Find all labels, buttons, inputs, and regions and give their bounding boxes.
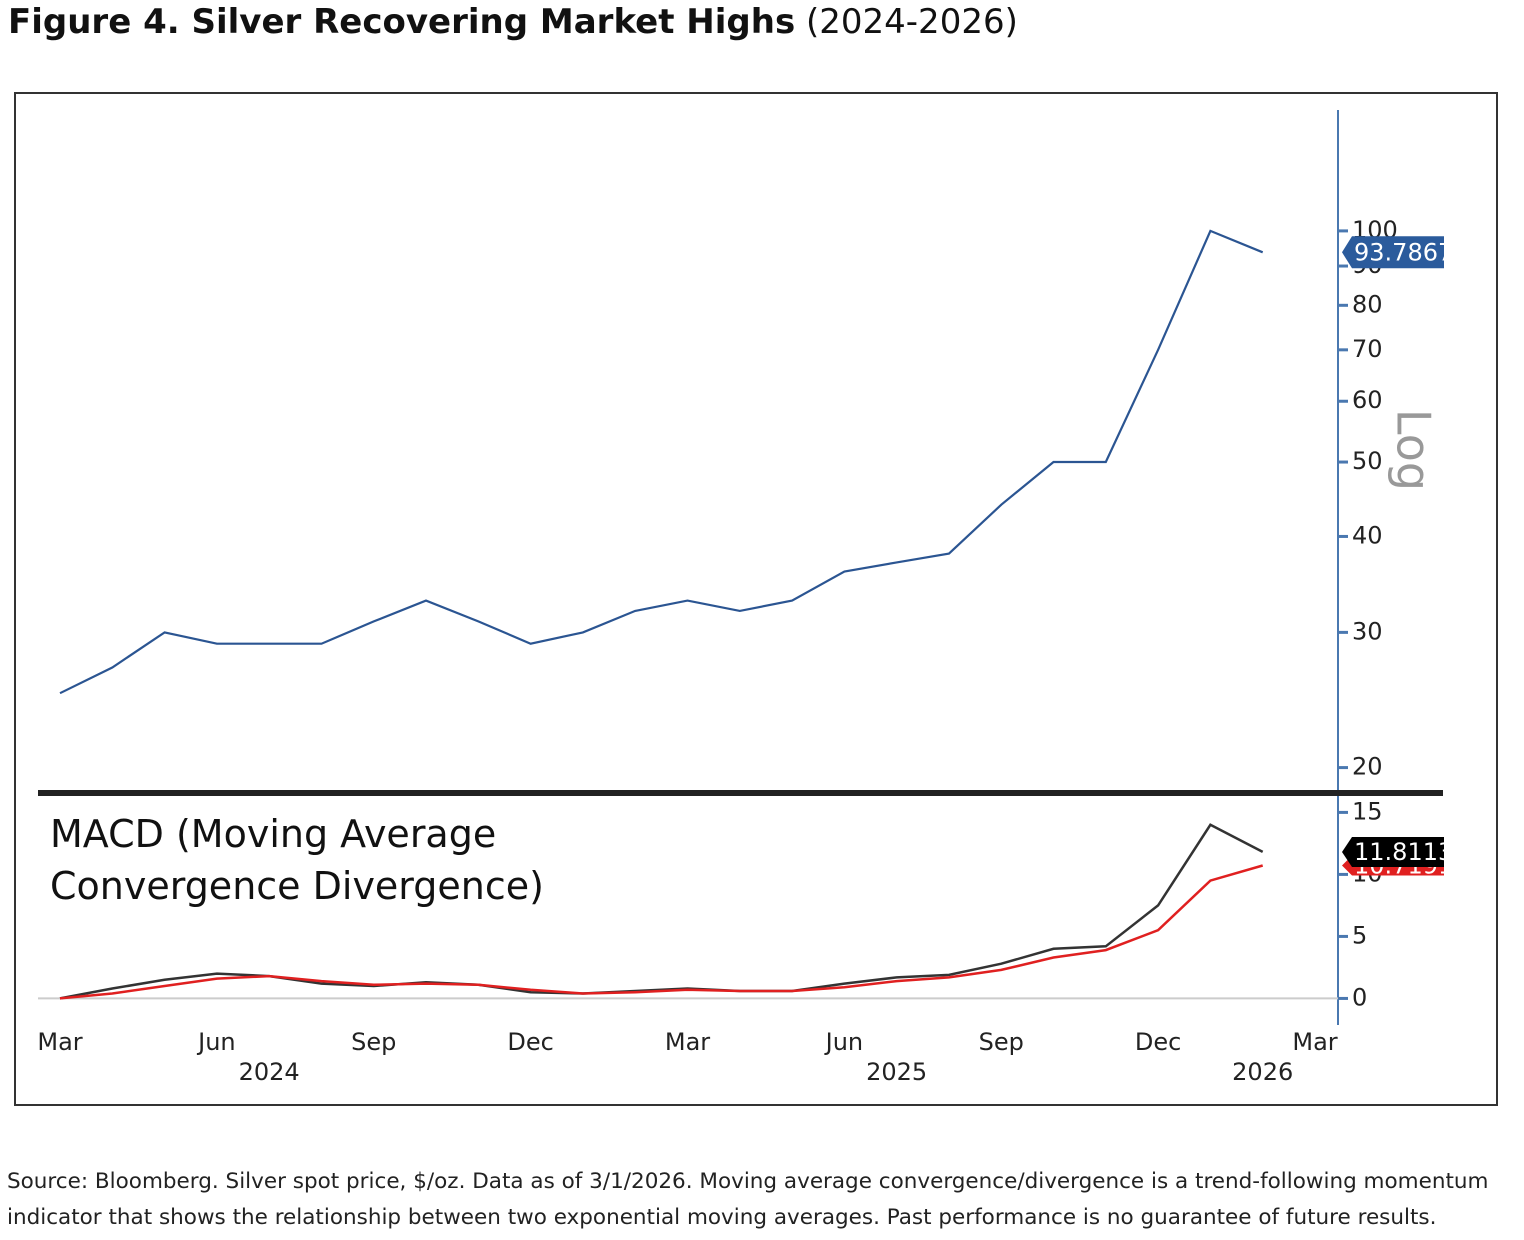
y-tick-label: 50 xyxy=(1352,447,1383,475)
series-line xyxy=(59,864,1264,1000)
x-tick-label: Sep xyxy=(979,1028,1024,1056)
y-tick-label: 40 xyxy=(1352,521,1383,549)
chart-frame xyxy=(14,92,1498,1106)
figure-title: Figure 4. Silver Recovering Market Highs… xyxy=(8,2,1018,42)
value-tag-label: 93.7867 xyxy=(1354,238,1453,266)
year-label: 2024 xyxy=(239,1058,300,1086)
y-tick-label: 30 xyxy=(1352,617,1383,645)
y-tick-label: 80 xyxy=(1352,290,1383,318)
y-tick-label: 15 xyxy=(1352,797,1383,825)
y-tick-label: 5 xyxy=(1352,921,1367,949)
x-tick-label: Sep xyxy=(351,1028,396,1056)
value-tag-label: 11.8113 xyxy=(1354,838,1453,866)
title-period: (2024-2026) xyxy=(806,2,1018,42)
x-tick-label: Jun xyxy=(824,1028,864,1056)
y-tick-label: 20 xyxy=(1352,753,1383,781)
value-tag xyxy=(1342,836,1444,867)
macd-annotation: MACD (Moving Average Convergence Diverge… xyxy=(50,812,544,908)
y-tick-label: 60 xyxy=(1352,386,1383,414)
x-tick-label: Mar xyxy=(1292,1028,1337,1056)
x-tick-label: Jun xyxy=(196,1028,236,1056)
year-label: 2026 xyxy=(1232,1058,1293,1086)
x-tick-label: Mar xyxy=(665,1028,710,1056)
y-tick-label: 0 xyxy=(1352,983,1367,1011)
x-tick-label: Dec xyxy=(1135,1028,1181,1056)
x-tick-label: Mar xyxy=(37,1028,82,1056)
source-note: Source: Bloomberg. Silver spot price, $/… xyxy=(7,1169,1489,1230)
value-tag xyxy=(1342,236,1444,269)
title-main: Figure 4. Silver Recovering Market Highs xyxy=(8,2,796,42)
series-line xyxy=(59,229,1264,695)
x-tick-label: Dec xyxy=(507,1028,553,1056)
year-label: 2025 xyxy=(866,1058,927,1086)
y-tick-label: 70 xyxy=(1352,335,1383,363)
scale-label: Log xyxy=(1387,409,1441,491)
